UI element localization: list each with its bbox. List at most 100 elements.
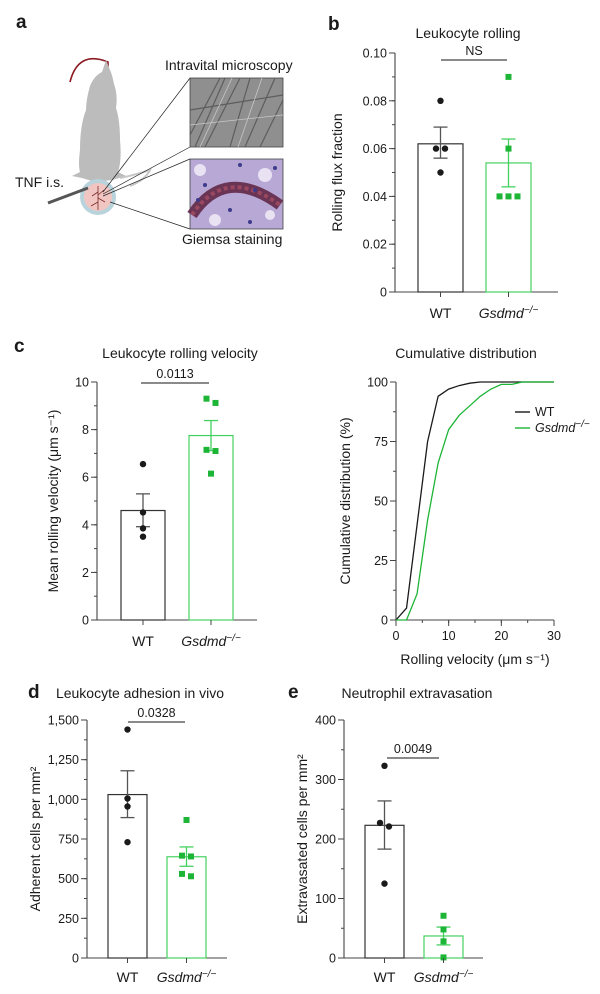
data-point [188, 873, 194, 880]
bar-group-gsdmd [166, 816, 207, 959]
genotype-name: Gsdmd [414, 969, 460, 985]
intravital-microscopy-image [189, 77, 284, 148]
x-tick-label: 0 [393, 629, 400, 643]
legend-label: Gsdmd−/− [535, 419, 590, 435]
y-tick-label: 0 [380, 286, 387, 300]
data-point [505, 73, 512, 80]
chart-panel-e: Neutrophil extravasation Extravasated cel… [294, 685, 492, 985]
y-tick-label: 100 [367, 376, 388, 390]
y-tick-label: 8 [82, 423, 89, 437]
data-point [203, 446, 210, 453]
y-axis-label: Rolling flux fraction [329, 113, 345, 231]
data-point [437, 97, 444, 105]
mouse-body-illustration [72, 60, 126, 182]
giemsa-staining-image [187, 158, 284, 230]
y-tick-label: 10 [75, 376, 89, 390]
x-axis-label: Rolling velocity (μm s⁻¹) [400, 651, 549, 667]
x-tick-label: 30 [547, 629, 561, 643]
genotype-superscript: −/− [226, 633, 241, 644]
data-point [440, 954, 447, 961]
y-tick-label: 25 [374, 554, 388, 568]
legend-label: WT [535, 405, 555, 419]
genotype-superscript: −/− [575, 419, 590, 430]
data-point [179, 870, 185, 877]
mouse-tail-illustration [69, 57, 109, 90]
y-tick-label: 1,250 [48, 753, 79, 767]
data-point [212, 448, 219, 455]
y-tick-label: 500 [58, 872, 79, 886]
chart-panel-c-cumulative: Cumulative distribution Cumulative distri… [337, 345, 590, 667]
x-category-label: Gsdmd−/− [181, 633, 241, 649]
bar-group-gsdmd [188, 395, 234, 621]
panel-label-a: a [16, 12, 27, 33]
y-tick-label: 0 [381, 614, 388, 628]
x-category-label: Gsdmd−/− [414, 969, 474, 985]
data-point [179, 852, 185, 859]
data-point [124, 838, 131, 846]
data-point [183, 816, 190, 823]
data-point [381, 762, 388, 770]
y-tick-label: 0 [72, 952, 79, 966]
y-tick-label: 1,000 [48, 793, 79, 807]
significance-label: 0.0328 [137, 706, 175, 720]
panel-label-b: b [328, 14, 340, 35]
bar-group-gsdmd [423, 912, 464, 961]
bar-group-wt [107, 726, 148, 959]
needle-icon [47, 186, 89, 205]
y-tick-label: 0.10 [363, 47, 387, 61]
data-point [124, 726, 131, 733]
genotype-name: Gsdmd [479, 305, 525, 321]
series-line-wt [395, 381, 554, 621]
y-tick-label: 300 [315, 773, 336, 787]
bar-mean [188, 434, 234, 621]
bar-mean [417, 143, 464, 293]
panel-a-schematic: Intravital microscopy Giemsa staining TN… [15, 57, 293, 247]
data-point [437, 169, 444, 176]
data-point [505, 193, 512, 200]
series-line-gsdmd [396, 381, 554, 621]
y-tick-label: 75 [374, 435, 388, 449]
vessel-illustration [90, 186, 106, 210]
data-point [376, 819, 384, 827]
significance-label: NS [465, 44, 482, 58]
y-axis-label: Extravasated cells per mm² [294, 754, 310, 924]
data-point [188, 853, 194, 860]
y-tick-label: 6 [82, 471, 89, 485]
bar-group-wt [120, 460, 166, 621]
data-point [139, 533, 147, 540]
chart-title: Leukocyte rolling velocity [102, 345, 258, 361]
data-point [496, 193, 503, 200]
chart-title: Cumulative distribution [395, 345, 537, 361]
significance-label: 0.0049 [394, 742, 432, 756]
y-axis-label: Cumulative distribution (%) [337, 417, 353, 584]
bar-group-gsdmd [485, 73, 532, 293]
genotype-superscript: −/− [524, 305, 539, 316]
y-tick-label: 400 [315, 714, 336, 728]
data-point [124, 795, 131, 802]
chart-title: Neutrophil extravasation [342, 685, 493, 701]
data-point [432, 145, 440, 152]
bar-group-wt [364, 762, 405, 959]
data-point [139, 460, 147, 468]
y-axis-label: Adherent cells per mm² [27, 766, 43, 911]
genotype-superscript: −/− [202, 969, 217, 980]
giemsa-staining-label: Giemsa staining [182, 231, 282, 247]
bar-mean [107, 793, 148, 959]
y-tick-label: 200 [315, 833, 336, 847]
chart-panel-d: Leukocyte adhesion in vivo Adherent cells… [27, 685, 227, 985]
y-tick-label: 0.06 [363, 142, 387, 156]
data-point [440, 912, 447, 919]
y-tick-label: 0.08 [363, 94, 387, 108]
x-category-label: WT [132, 633, 154, 649]
y-tick-label: 250 [58, 912, 79, 926]
y-tick-label: 750 [58, 833, 79, 847]
data-point [203, 395, 210, 402]
x-category-label: WT [374, 969, 396, 985]
y-tick-label: 0 [329, 952, 336, 966]
chart-panel-c: Leukocyte rolling velocity Mean rolling v… [45, 345, 258, 649]
mouse-tail-shadow [119, 168, 152, 187]
significance-label: 0.0113 [156, 367, 193, 381]
x-category-label: WT [430, 305, 452, 321]
x-category-label: Gsdmd−/− [479, 305, 539, 321]
